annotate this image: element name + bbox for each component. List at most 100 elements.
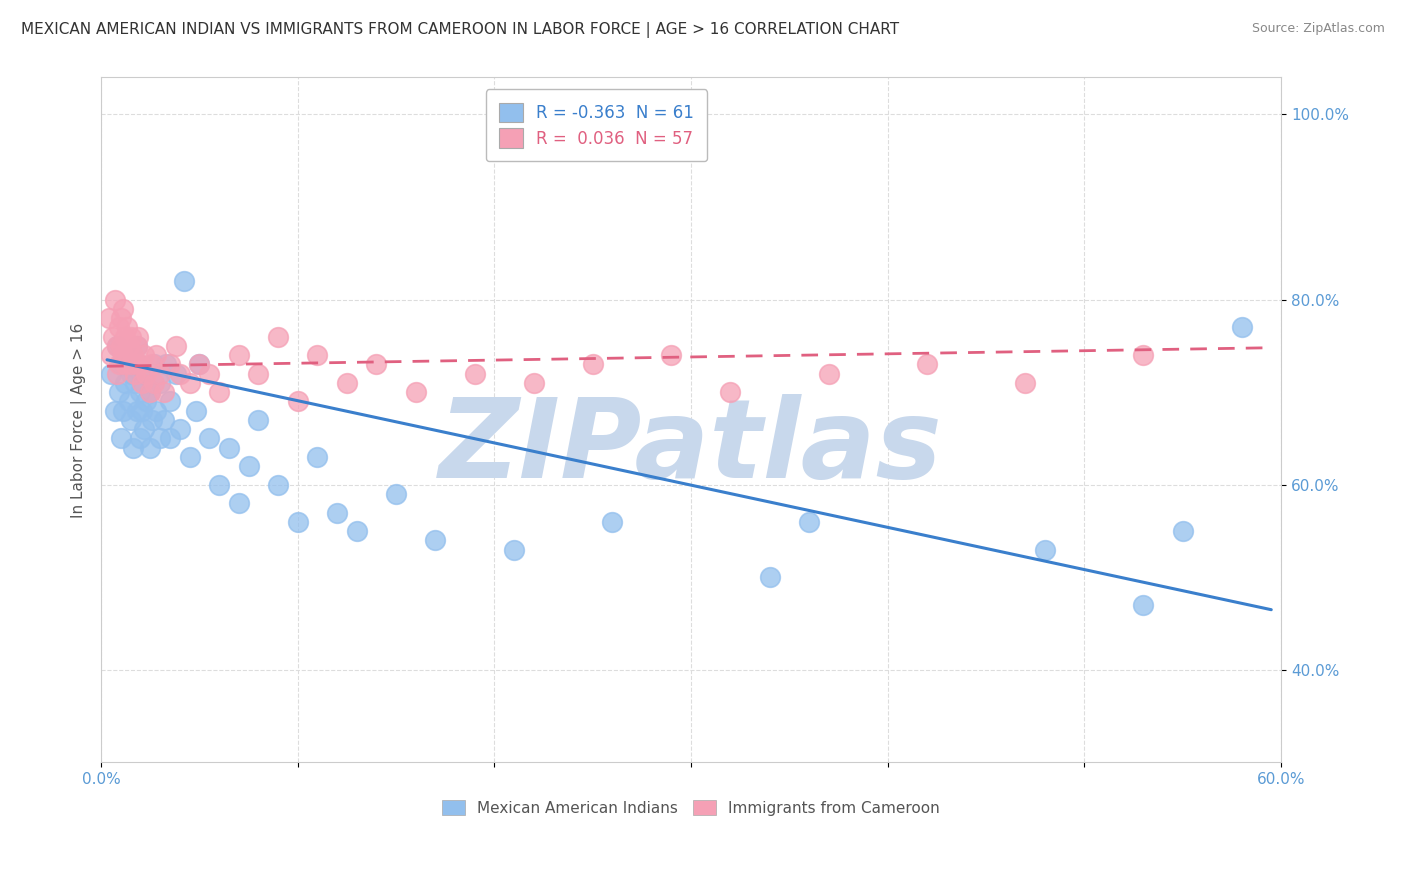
Point: [143, 358, 166, 372]
Point: [108, 358, 131, 372]
Y-axis label: In Labor Force | Age > 16: In Labor Force | Age > 16: [72, 322, 87, 517]
Point: [120, 358, 142, 372]
Point: [111, 301, 134, 316]
Point: [108, 320, 131, 334]
Point: [124, 367, 146, 381]
Point: [131, 403, 153, 417]
Text: Source: ZipAtlas.com: Source: ZipAtlas.com: [1251, 22, 1385, 36]
Point: [287, 515, 309, 529]
Point: [1033, 542, 1056, 557]
Point: [188, 358, 211, 372]
Legend: Mexican American Indians, Immigrants from Cameroon: Mexican American Indians, Immigrants fro…: [434, 792, 948, 823]
Point: [115, 348, 138, 362]
Point: [159, 358, 181, 372]
Point: [179, 450, 201, 464]
Point: [131, 376, 153, 390]
Point: [129, 432, 152, 446]
Point: [139, 441, 162, 455]
Point: [139, 385, 162, 400]
Point: [169, 367, 191, 381]
Point: [173, 274, 195, 288]
Point: [110, 432, 132, 446]
Point: [155, 358, 177, 372]
Point: [198, 432, 221, 446]
Point: [385, 487, 408, 501]
Point: [128, 329, 150, 343]
Point: [366, 358, 388, 372]
Point: [1230, 320, 1253, 334]
Point: [125, 339, 148, 353]
Point: [118, 339, 141, 353]
Point: [198, 367, 221, 381]
Text: ZIPatlas: ZIPatlas: [439, 394, 943, 500]
Point: [267, 477, 290, 491]
Point: [104, 293, 127, 307]
Point: [1132, 598, 1154, 612]
Point: [105, 339, 128, 353]
Point: [915, 358, 938, 372]
Point: [145, 403, 167, 417]
Point: [139, 385, 162, 400]
Point: [100, 367, 122, 381]
Point: [179, 376, 201, 390]
Point: [326, 506, 349, 520]
Point: [104, 403, 127, 417]
Point: [153, 413, 176, 427]
Point: [405, 385, 427, 400]
Point: [169, 422, 191, 436]
Point: [120, 367, 142, 381]
Point: [523, 376, 546, 390]
Point: [125, 403, 148, 417]
Point: [128, 358, 150, 372]
Point: [145, 348, 167, 362]
Point: [134, 422, 156, 436]
Point: [114, 329, 136, 343]
Point: [121, 441, 143, 455]
Point: [720, 385, 742, 400]
Point: [143, 376, 166, 390]
Point: [287, 394, 309, 409]
Point: [120, 329, 142, 343]
Point: [1014, 376, 1036, 390]
Point: [307, 348, 329, 362]
Point: [153, 385, 176, 400]
Point: [238, 459, 260, 474]
Point: [114, 376, 136, 390]
Point: [188, 358, 211, 372]
Point: [100, 348, 122, 362]
Point: [247, 367, 270, 381]
Point: [111, 348, 134, 362]
Point: [218, 441, 240, 455]
Point: [110, 311, 132, 326]
Point: [118, 394, 141, 409]
Point: [108, 385, 131, 400]
Point: [120, 413, 142, 427]
Point: [101, 329, 124, 343]
Point: [125, 358, 148, 372]
Point: [110, 358, 132, 372]
Point: [346, 524, 368, 538]
Point: [105, 339, 128, 353]
Point: [141, 413, 163, 427]
Point: [105, 367, 128, 381]
Point: [267, 329, 290, 343]
Point: [135, 367, 157, 381]
Point: [134, 367, 156, 381]
Point: [121, 348, 143, 362]
Point: [159, 432, 181, 446]
Point: [129, 358, 152, 372]
Point: [758, 570, 780, 584]
Point: [149, 367, 172, 381]
Point: [129, 385, 152, 400]
Point: [125, 339, 148, 353]
Point: [165, 367, 187, 381]
Point: [110, 339, 132, 353]
Point: [165, 339, 187, 353]
Point: [208, 385, 231, 400]
Point: [141, 358, 163, 372]
Point: [336, 376, 359, 390]
Point: [602, 515, 624, 529]
Point: [115, 320, 138, 334]
Point: [247, 413, 270, 427]
Point: [114, 358, 136, 372]
